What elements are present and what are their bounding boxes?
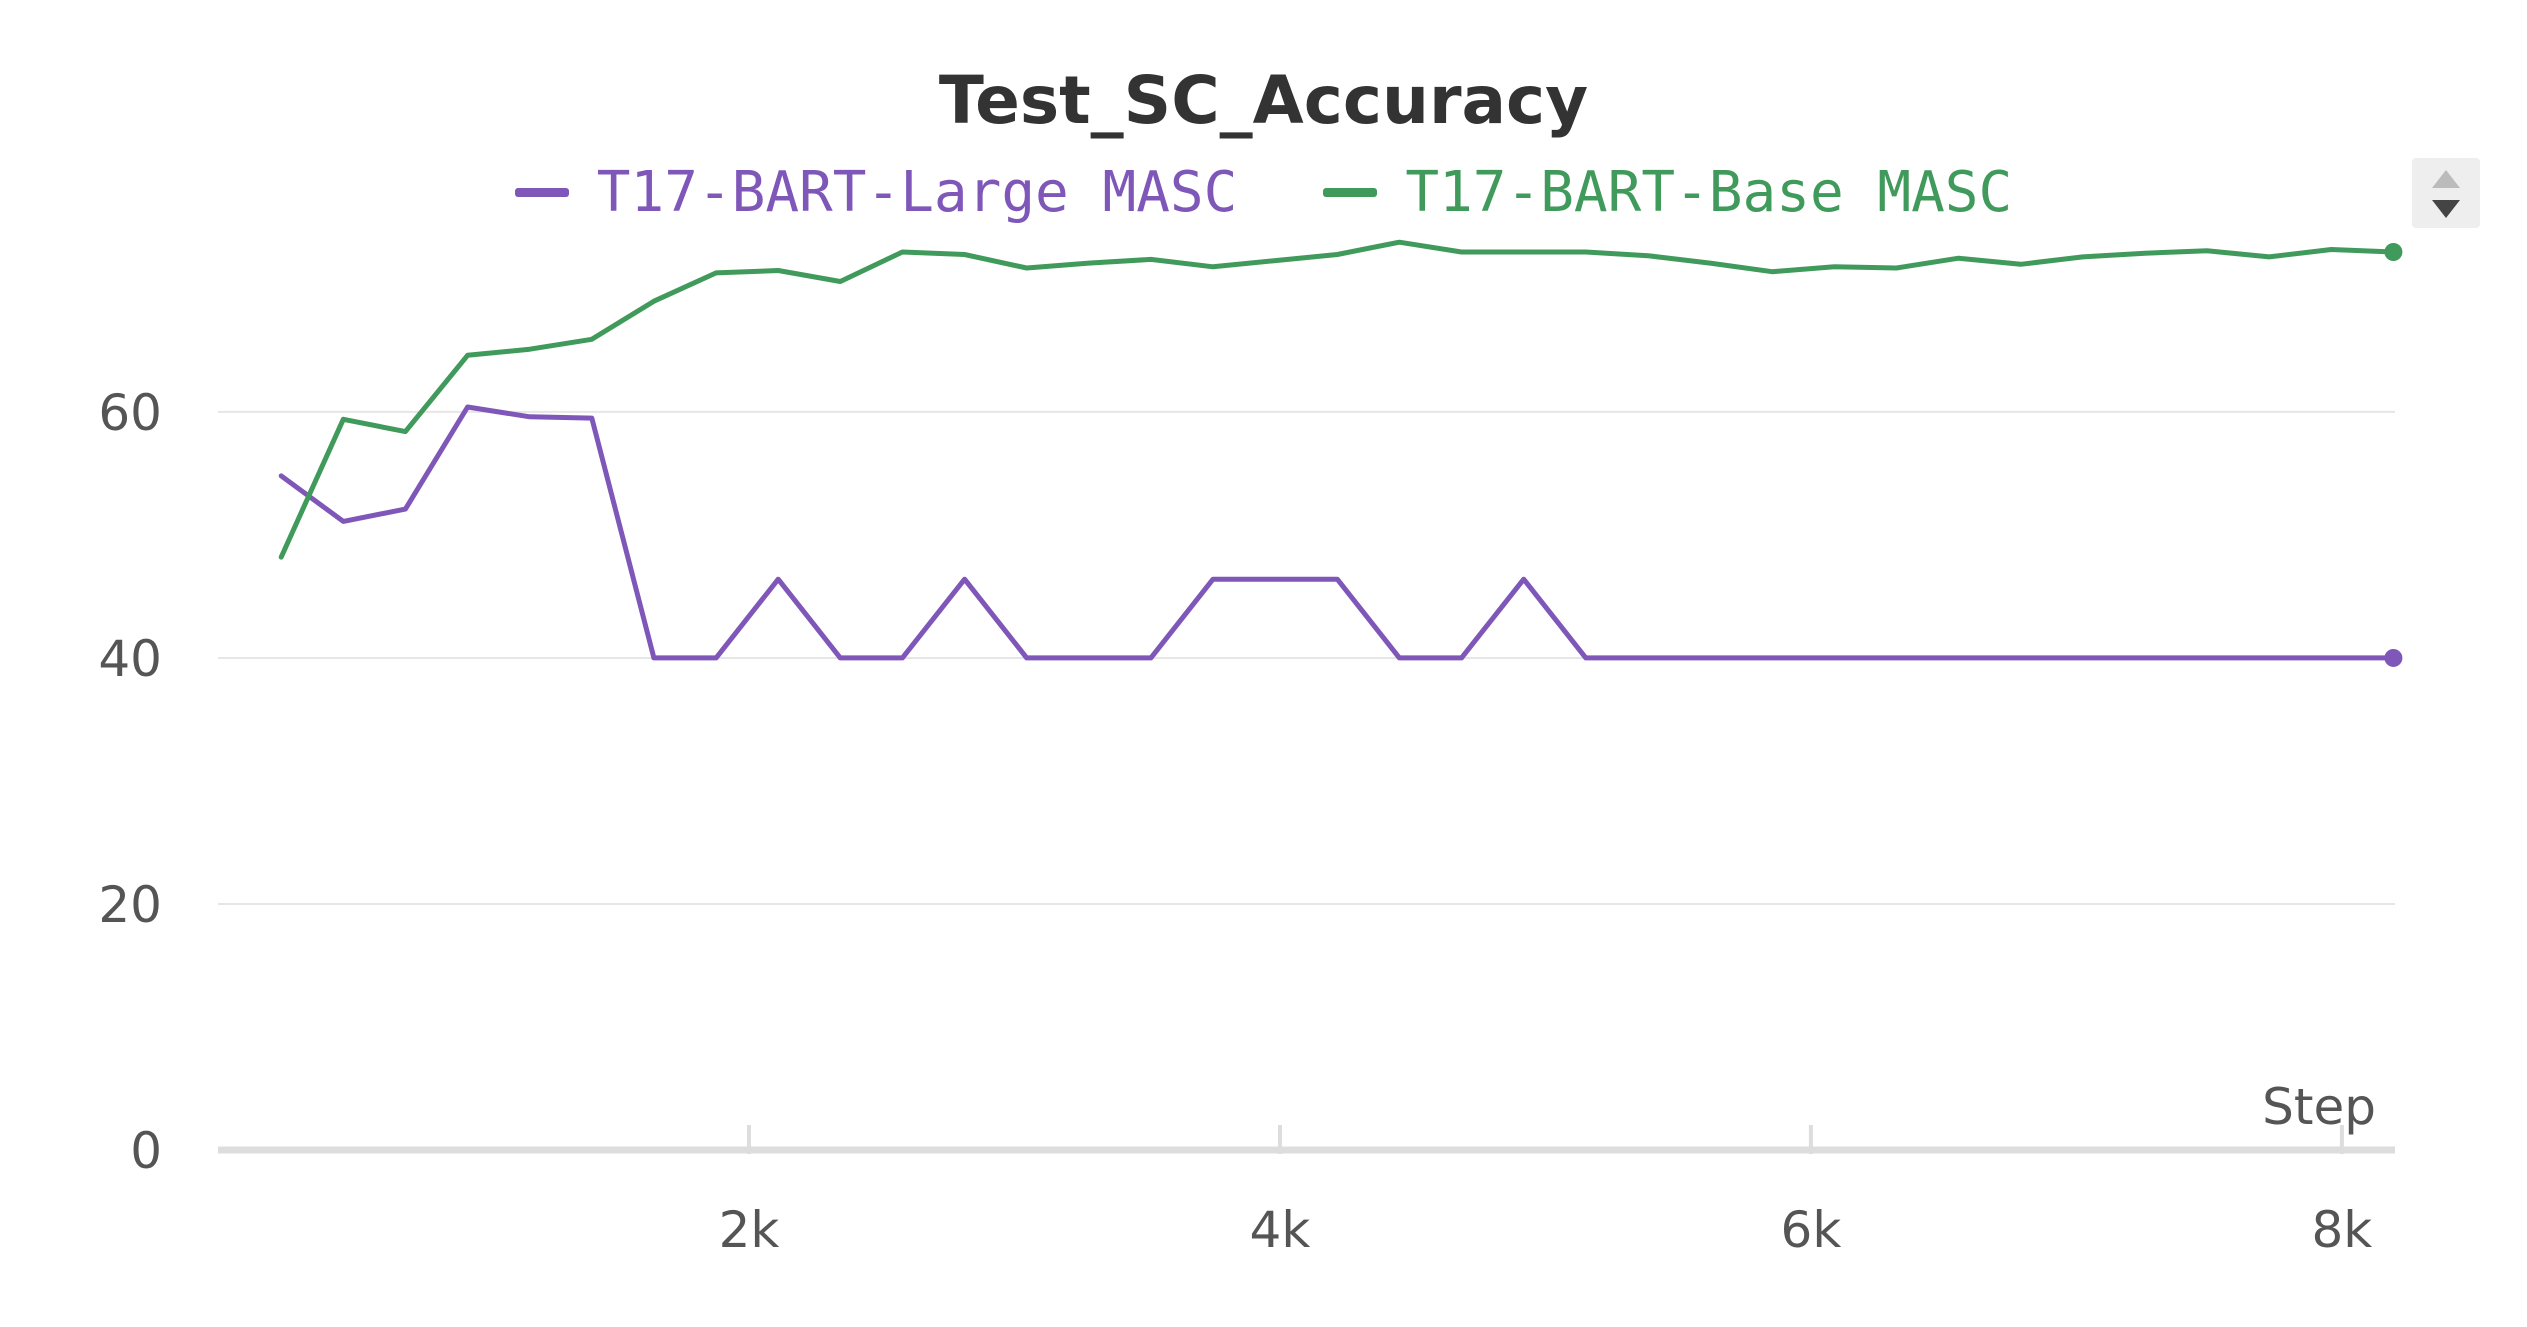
legend-scroll-control[interactable] <box>2412 158 2480 228</box>
scroll-up-icon[interactable] <box>2432 170 2460 188</box>
axis-layer: 0 20 40 60 2k 4k 6k 8k <box>98 384 2395 1259</box>
legend: T17-BART-Large MASC T17-BART-Base MASC <box>0 160 2527 225</box>
scroll-down-icon[interactable] <box>2432 200 2460 218</box>
x-axis-label: Step <box>2262 1078 2376 1136</box>
legend-swatch-large <box>514 188 569 197</box>
x-tick-label: 6k <box>1781 1201 1842 1259</box>
series-end-point-0 <box>2384 648 2403 667</box>
x-tick-label: 8k <box>2312 1201 2373 1259</box>
x-tick-label: 4k <box>1250 1201 1311 1259</box>
series-line-1 <box>278 239 2396 560</box>
legend-swatch-base <box>1323 188 1378 197</box>
chart-title: Test_SC_Accuracy <box>938 62 1589 139</box>
series-line-0 <box>278 404 2396 661</box>
series-layer <box>278 239 2403 667</box>
legend-item-large[interactable]: T17-BART-Large MASC <box>514 160 1238 225</box>
y-tick-label: 20 <box>98 876 162 934</box>
x-tick-label: 2k <box>719 1201 780 1259</box>
y-tick-label: 60 <box>98 384 162 442</box>
legend-item-base[interactable]: T17-BART-Base MASC <box>1323 160 2012 225</box>
legend-label-base: T17-BART-Base MASC <box>1405 160 2013 225</box>
series-end-point-1 <box>2384 243 2403 261</box>
y-tick-label: 0 <box>130 1122 162 1180</box>
y-tick-label: 40 <box>98 630 162 688</box>
legend-label-large: T17-BART-Large MASC <box>596 160 1238 225</box>
